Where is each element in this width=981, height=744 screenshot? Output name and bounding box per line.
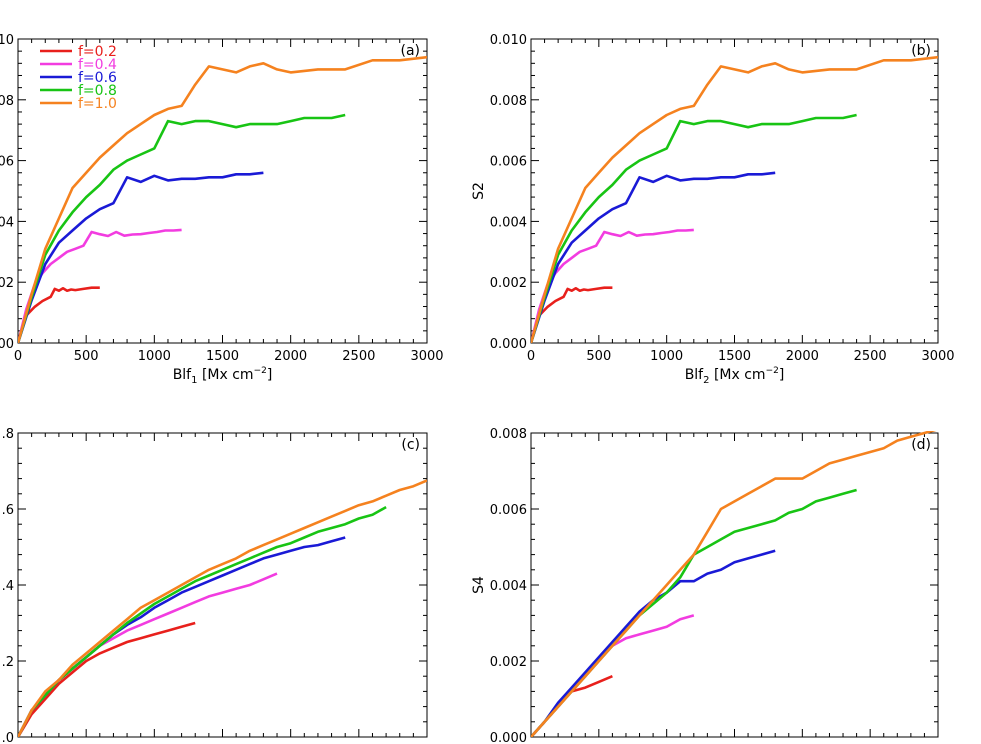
y-axis-title: S4: [471, 576, 487, 594]
y-tick-label: 0.008: [490, 94, 527, 109]
x-tick-label: 1000: [138, 349, 171, 364]
x-tick-label: 1500: [718, 349, 751, 364]
y-tick-label: .4: [2, 579, 14, 594]
y-tick-label: 10: [0, 33, 14, 48]
y-tick-label: .8: [2, 427, 14, 442]
x-tick-label: 2500: [342, 349, 375, 364]
series-line-f04: [531, 228, 694, 343]
x-tick-label: 2500: [854, 349, 887, 364]
y-tick-label: .0: [2, 731, 14, 744]
y-tick-label: 0.002: [490, 655, 527, 670]
x-tick-label: 2000: [274, 349, 307, 364]
legend-label: f=1.0: [78, 96, 117, 112]
panel-label: (d): [911, 437, 931, 453]
y-tick-label: 08: [0, 94, 14, 109]
x-tick-label: 0: [14, 349, 22, 364]
legend-label: f=0.2: [78, 44, 117, 60]
y-tick-label: 0.006: [490, 503, 527, 518]
y-tick-label: 0.000: [490, 731, 527, 744]
x-tick-label: 2000: [786, 349, 819, 364]
y-tick-label: 0.010: [490, 33, 527, 48]
series-line-f10: [18, 55, 427, 343]
series-line-f08: [531, 488, 857, 737]
legend-label: f=0.4: [78, 57, 117, 73]
y-tick-label: 0.004: [490, 579, 527, 594]
y-tick-label: 0.006: [490, 155, 527, 170]
x-tick-label: 500: [586, 349, 611, 364]
plot-frame: [530, 432, 939, 738]
x-axis-title: Blf1 [Mx cm−2]: [173, 366, 273, 386]
plot-frame: [530, 38, 939, 344]
series-line-f08: [18, 113, 346, 343]
y-tick-label: 0.008: [490, 427, 527, 442]
series-line-f10: [531, 431, 937, 737]
panel-label: (a): [400, 43, 420, 59]
y-tick-label: .6: [2, 503, 14, 518]
series-line-f06: [18, 536, 346, 737]
legend-label: f=0.6: [78, 70, 117, 86]
series-line-f02: [531, 286, 613, 343]
x-tick-label: 3000: [921, 349, 954, 364]
y-tick-label: 06: [0, 155, 14, 170]
y-tick-label: 02: [0, 276, 14, 291]
series-line-f02: [18, 286, 100, 343]
series-line-f06: [18, 171, 264, 343]
series-line-f08: [531, 113, 857, 343]
series-line-f04: [18, 572, 278, 737]
series-line-f06: [531, 549, 776, 737]
y-tick-label: 0.000: [490, 337, 527, 352]
y-tick-label: .2: [2, 655, 14, 670]
x-tick-label: 1500: [206, 349, 239, 364]
series-line-f06: [531, 171, 776, 343]
series-line-f02: [531, 675, 613, 737]
y-tick-label: 0.002: [490, 276, 527, 291]
y-axis-title: S2: [471, 182, 487, 200]
panel-label: (b): [911, 43, 931, 59]
series-line-f08: [18, 505, 387, 737]
x-tick-label: 0: [527, 349, 535, 364]
x-tick-label: 1000: [650, 349, 683, 364]
plot-frame: [17, 432, 428, 738]
panel-d: 0.000 0.002 0.004 0.006 0.008 S4 (d): [471, 427, 939, 744]
legend-label: f=0.8: [78, 83, 117, 99]
legend: f=0.2f=0.4f=0.6f=0.8f=1.0: [40, 44, 117, 112]
panel-a: 00 02 04 06 08 10 0 500 1000 1500 2000 2500 3000 Blf1…: [0, 33, 444, 386]
x-tick-label: 500: [74, 349, 99, 364]
y-tick-label: 00: [0, 337, 14, 352]
panel-label: (c): [401, 437, 420, 453]
panel-c: .0 .2 .4 .6 .8 (c): [2, 427, 428, 744]
x-axis-title: Blf2 [Mx cm−2]: [685, 366, 785, 386]
y-tick-label: 0.004: [490, 215, 527, 230]
y-tick-label: 04: [0, 215, 14, 230]
series-line-f10: [531, 55, 938, 343]
series-line-f10: [18, 479, 427, 737]
panel-b: 0.000 0.002 0.004 0.006 0.008 0.010 0 500 1000 15…: [471, 33, 955, 386]
series-line-f02: [18, 621, 196, 737]
x-tick-label: 3000: [410, 349, 443, 364]
series-line-f04: [18, 228, 182, 343]
